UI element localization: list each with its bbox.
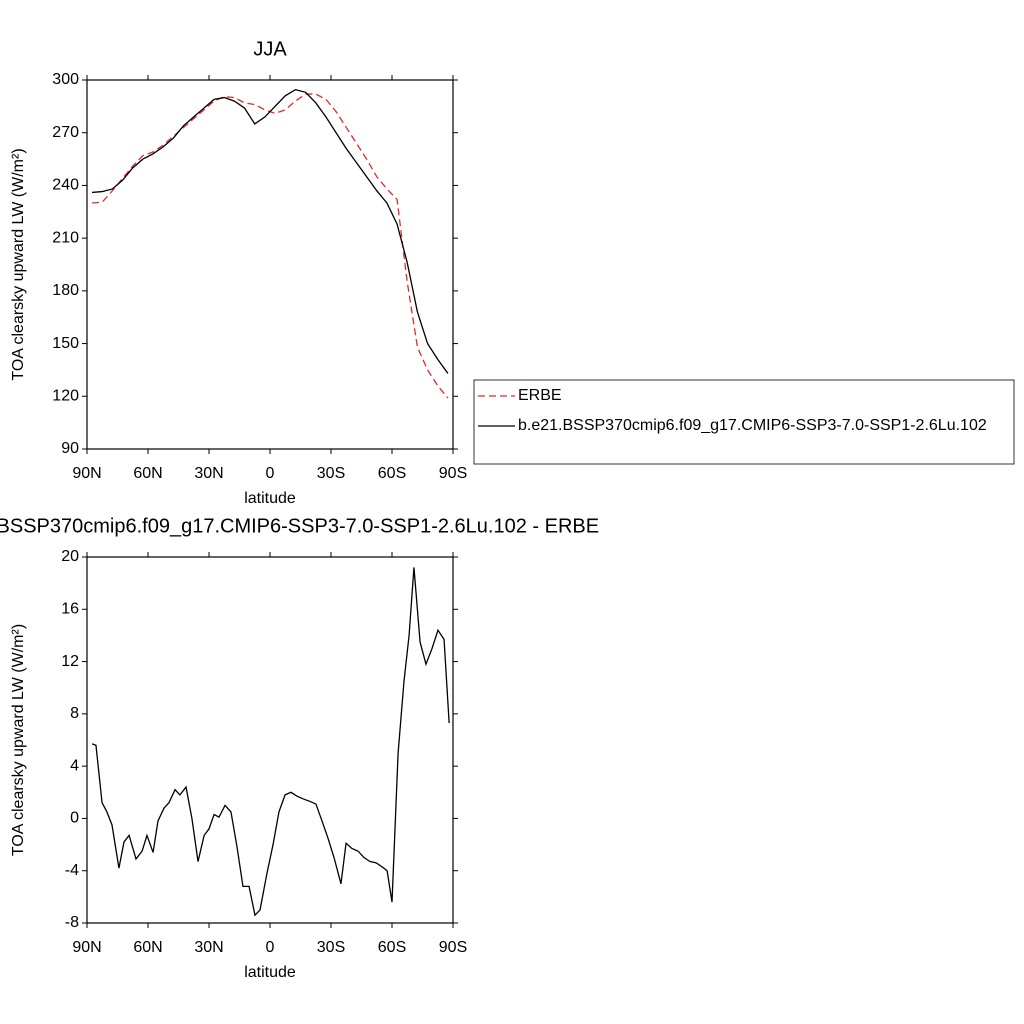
x-tick-label: 0 xyxy=(266,465,275,482)
y-tick-label: 4 xyxy=(70,757,79,774)
legend-label: b.e21.BSSP370cmip6.f09_g17.CMIP6-SSP3-7.… xyxy=(518,417,987,434)
x-tick-label: 90N xyxy=(72,465,101,482)
y-tick-label: 270 xyxy=(52,124,79,141)
chart-title: b.e21.BSSP370cmip6.f09_g17.CMIP6-SSP3-7.… xyxy=(0,515,599,537)
data-line xyxy=(92,93,449,399)
data-line xyxy=(91,567,450,917)
x-tick-label: 90S xyxy=(439,465,467,482)
chart-title: JJA xyxy=(253,38,287,60)
y-tick-label: -4 xyxy=(65,862,79,879)
y-tick-label: 180 xyxy=(52,282,79,299)
y-tick-label: 0 xyxy=(70,810,79,827)
y-tick-label: 210 xyxy=(52,229,79,246)
y-tick-label: -8 xyxy=(65,914,79,931)
y-tick-label: 90 xyxy=(61,440,79,457)
x-tick-label: 30S xyxy=(317,939,345,956)
legend-box xyxy=(473,379,1015,465)
y-tick-label: 150 xyxy=(52,335,79,352)
x-tick-label: 60S xyxy=(378,939,406,956)
x-tick-label: 60S xyxy=(378,465,406,482)
x-tick-label: 90S xyxy=(439,939,467,956)
y-tick-label: 120 xyxy=(52,388,79,405)
x-axis-label: latitude xyxy=(244,964,296,981)
y-tick-label: 20 xyxy=(61,548,79,565)
x-tick-label: 60N xyxy=(133,465,162,482)
x-tick-label: 30S xyxy=(317,465,345,482)
y-tick-label: 12 xyxy=(61,653,79,670)
x-tick-label: 60N xyxy=(133,939,162,956)
x-axis-label: latitude xyxy=(244,490,296,507)
x-tick-label: 90N xyxy=(72,939,101,956)
y-tick-label: 16 xyxy=(61,601,79,618)
x-tick-label: 30N xyxy=(194,939,223,956)
y-tick-label: 8 xyxy=(70,705,79,722)
data-line xyxy=(92,88,449,374)
x-tick-label: 30N xyxy=(194,465,223,482)
plot-frame xyxy=(86,556,454,924)
y-axis-label: TOA clearsky upward LW (W/m²) xyxy=(10,148,27,380)
x-tick-label: 0 xyxy=(266,939,275,956)
y-tick-label: 300 xyxy=(52,71,79,88)
y-tick-label: 240 xyxy=(52,177,79,194)
y-axis-label: TOA clearsky upward LW (W/m²) xyxy=(10,624,27,856)
legend-label: ERBE xyxy=(518,387,562,404)
plot-frame xyxy=(86,79,454,450)
